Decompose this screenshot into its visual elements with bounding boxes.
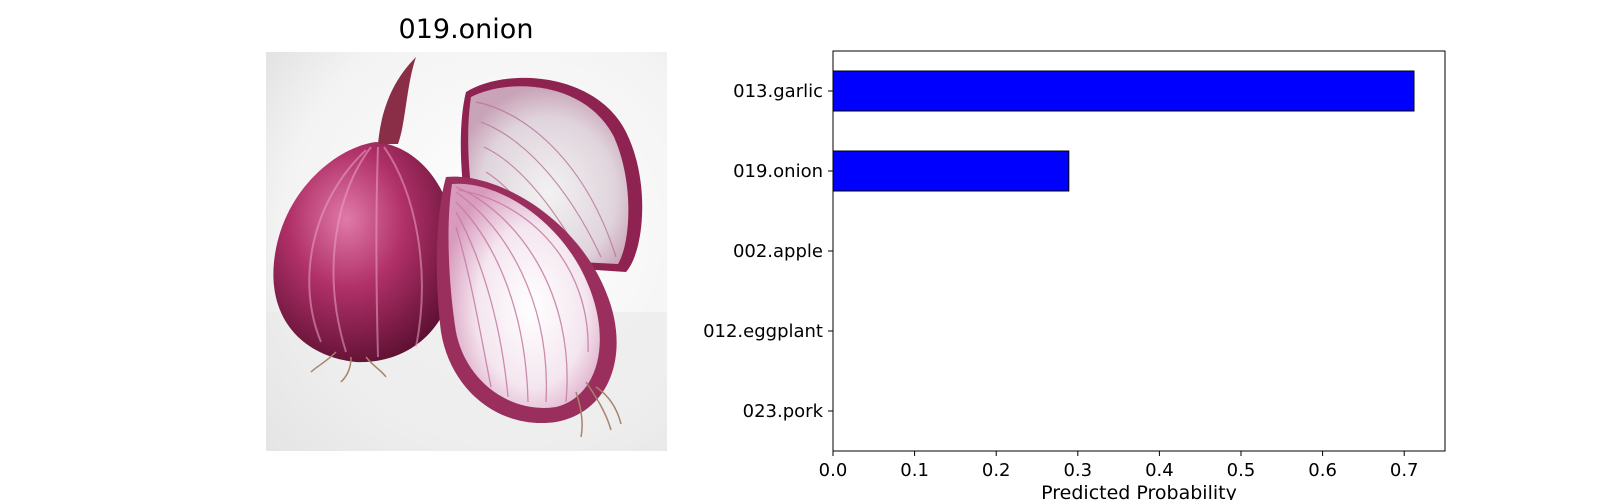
x-tick-label: 0.7 [1390, 460, 1419, 481]
x-tick-label: 0.6 [1308, 460, 1337, 481]
y-tick-label: 012.eggplant [703, 321, 823, 342]
x-tick-label: 0.5 [1227, 460, 1256, 481]
image-title: 019.onion [398, 14, 534, 45]
x-tick-label: 0.1 [900, 460, 929, 481]
x-tick-label: 0.3 [1063, 460, 1092, 481]
y-tick-label: 023.pork [743, 401, 824, 422]
y-tick-label: 002.apple [733, 241, 823, 262]
bar-019.onion [832, 150, 1070, 192]
y-tick-label: 019.onion [733, 161, 823, 182]
bar-013.garlic [832, 70, 1415, 112]
x-tick-label: 0.4 [1145, 460, 1174, 481]
y-tick-label: 013.garlic [733, 81, 823, 102]
red-onion-photo [266, 52, 667, 451]
x-tick-label: 0.2 [982, 460, 1011, 481]
x-axis-label: Predicted Probability [1041, 482, 1237, 500]
x-tick-label: 0.0 [819, 460, 848, 481]
